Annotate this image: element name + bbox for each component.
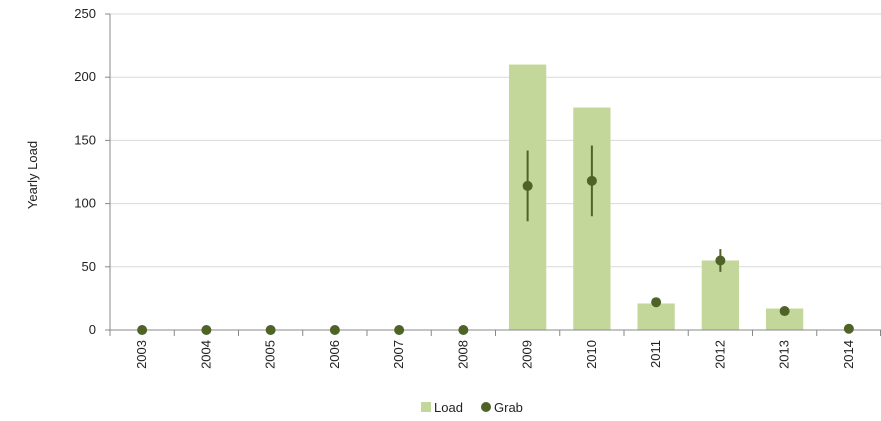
grab-marker bbox=[329, 325, 340, 335]
x-tick-label: 2009 bbox=[520, 340, 535, 369]
gridlines bbox=[110, 13, 881, 268]
x-tick-label: 2004 bbox=[198, 340, 213, 369]
grab-marker bbox=[715, 255, 726, 266]
x-tick-label: 2012 bbox=[712, 340, 727, 369]
legend-grab-label: Grab bbox=[494, 400, 523, 415]
grab-marker bbox=[265, 325, 276, 335]
grab-marker bbox=[779, 306, 790, 317]
axes bbox=[105, 13, 881, 336]
legend-load-swatch bbox=[421, 402, 431, 412]
x-tick-label: 2014 bbox=[841, 340, 856, 369]
x-tick-label: 2008 bbox=[455, 340, 470, 369]
grab-markers bbox=[137, 145, 854, 335]
grab-marker bbox=[201, 325, 212, 335]
legend-load-label: Load bbox=[434, 400, 463, 415]
x-tick-label: 2006 bbox=[327, 340, 342, 369]
legend: Load Grab bbox=[421, 400, 523, 415]
grab-marker bbox=[522, 180, 533, 191]
grab-marker bbox=[137, 325, 148, 335]
load-bars bbox=[508, 64, 804, 330]
grab-marker bbox=[458, 325, 469, 335]
grab-marker bbox=[394, 325, 405, 335]
x-tick-label: 2011 bbox=[648, 340, 663, 368]
load-bar bbox=[701, 260, 740, 330]
y-tick-labels: 0 50 100 150 200 250 bbox=[74, 6, 96, 337]
y-tick-label: 200 bbox=[74, 69, 96, 84]
x-tick-label: 2007 bbox=[391, 340, 406, 369]
grab-marker bbox=[586, 175, 597, 186]
y-tick-label: 250 bbox=[74, 6, 96, 21]
y-tick-label: 50 bbox=[82, 259, 96, 274]
load-bar bbox=[637, 303, 675, 330]
y-axis-title: Yearly Load bbox=[25, 141, 40, 209]
grab-marker bbox=[651, 297, 662, 308]
y-tick-label: 100 bbox=[74, 196, 96, 211]
load-bar bbox=[765, 308, 804, 330]
x-tick-label: 2003 bbox=[134, 340, 149, 369]
grab-marker bbox=[843, 323, 854, 334]
legend-grab-swatch bbox=[481, 402, 491, 412]
y-tick-label: 0 bbox=[89, 322, 96, 337]
x-tick-label: 2013 bbox=[777, 340, 792, 369]
load-bar bbox=[573, 107, 611, 330]
x-tick-labels: 2003 2004 2005 2006 2007 2008 2009 2010 2011 2012… bbox=[134, 340, 856, 369]
y-tick-label: 150 bbox=[74, 132, 96, 147]
x-tick-label: 2005 bbox=[263, 340, 278, 369]
x-tick-label: 2010 bbox=[584, 340, 599, 369]
